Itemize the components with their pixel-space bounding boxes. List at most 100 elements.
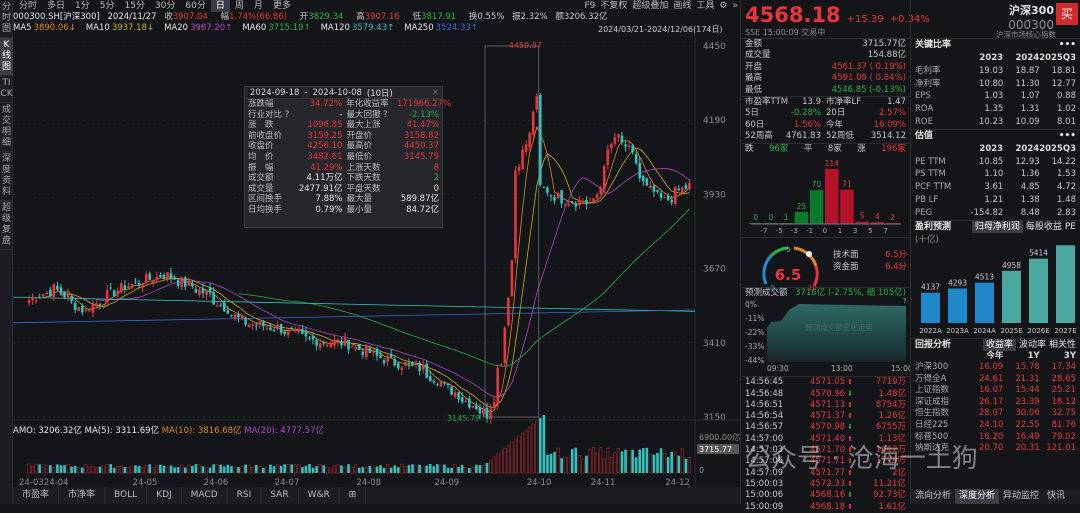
returns-tab-2[interactable]: 相关性 (1048, 339, 1076, 350)
candle (265, 327, 269, 329)
toolbar-item-3[interactable]: 画线 (673, 1, 692, 11)
candle (173, 277, 176, 280)
distribution-count: 0 (769, 213, 774, 222)
returns-row: 上证指数 16.07 15.44 25.21 (911, 385, 1080, 397)
bottom-tab-3[interactable]: 快讯 (1047, 491, 1066, 501)
ma-ma20: MA20 3987.20↑ (164, 23, 237, 33)
volume-bar (684, 458, 688, 473)
volume-bar (56, 464, 59, 473)
tick-row: 14:56:51 4571.13 ⬆ 8754万 (741, 400, 910, 411)
key_ratios-row: 净利率 10.80 11.30 12.77 (911, 78, 1080, 91)
candle (318, 342, 322, 348)
left-tab-0[interactable]: 分时图 (0, 0, 13, 38)
volume-bar (169, 465, 173, 473)
toolbar-item-0[interactable]: F9 (584, 1, 596, 11)
volume-bar (354, 464, 358, 474)
buy-button[interactable]: 买 (1056, 3, 1078, 25)
open-value: 3829.34 (308, 12, 344, 22)
volume-bar (126, 467, 131, 474)
returns-tab-1[interactable]: 波动率 (1018, 339, 1046, 350)
indicator-tab-7[interactable]: W&R (299, 487, 340, 504)
indicator-tab-2[interactable]: BOLL (105, 487, 148, 504)
tab-2[interactable]: 1分 (75, 1, 90, 11)
candle (524, 144, 528, 152)
volume-bar (59, 465, 63, 473)
left-tab-3[interactable]: 成交明细 (0, 103, 13, 152)
tab-4[interactable]: 15分 (124, 1, 145, 11)
indicator-tab-3[interactable]: KDJ (147, 487, 182, 504)
volume-bar (450, 467, 453, 473)
candle (578, 200, 581, 206)
indicator-tab-8[interactable]: ⊞ (340, 487, 367, 504)
candle (436, 384, 439, 386)
volume-bar (567, 457, 571, 474)
tab-9[interactable]: 月 (253, 1, 263, 11)
price-tick: 4450 (703, 42, 726, 52)
toolbar-item-2[interactable]: 超级叠加 (632, 1, 669, 11)
low-label: 低 (412, 12, 422, 22)
indicator-tab-1[interactable]: 市净率 (59, 487, 106, 504)
pair-value: 16.09% (873, 119, 906, 130)
ma-ma10: MA10 3937.18↓ (86, 23, 159, 33)
indicator-tab-5[interactable]: RSI (228, 487, 262, 504)
to-date-input[interactable]: 2024-10-08 (310, 87, 364, 98)
volume-bar (364, 467, 368, 474)
tab-3[interactable]: 5分 (99, 1, 115, 11)
candle (151, 281, 155, 283)
forecast-tab-1[interactable]: 每股收益 (1025, 221, 1062, 232)
amo-value: AMO: 3206.32亿 (13, 426, 82, 436)
forecast-tab-0[interactable]: 归母净利润 (971, 220, 1023, 233)
close-icon[interactable]: ✕ (431, 87, 439, 98)
left-tab-1[interactable]: K线图 (0, 38, 13, 76)
candle (254, 324, 258, 326)
tab-10[interactable]: 更多 (272, 1, 291, 11)
ma-line (238, 208, 690, 367)
bottom-tab-2[interactable]: 异动监控 (1003, 491, 1040, 501)
bottom-tab-1[interactable]: 深度分析 (955, 489, 1000, 504)
indicator-tab-6[interactable]: SAR (261, 487, 299, 504)
toolbar-item-6[interactable]: » (732, 1, 738, 11)
toolbar-item-1[interactable]: 不复权 (600, 1, 628, 11)
from-date-input[interactable]: 2024-09-18 (248, 87, 302, 98)
stat-value: - (339, 109, 343, 120)
cell: 1.38 (1020, 194, 1040, 205)
flat-count: 8家 (827, 143, 842, 154)
tab-8[interactable]: 周 (234, 1, 244, 11)
quote-label: 最低 (745, 84, 763, 95)
left-tab-5[interactable]: 超级复盘 (0, 201, 13, 250)
candle (617, 134, 620, 137)
tab-0[interactable]: 分时 (19, 1, 38, 11)
tab-7[interactable]: 日 (210, 0, 230, 12)
volume-bar (638, 449, 642, 473)
left-tab-4[interactable]: 深度资料 (0, 152, 13, 201)
toolbar-item-4[interactable]: 工具 (696, 1, 715, 11)
candle (485, 407, 489, 419)
cell: 19.03 (978, 65, 1004, 76)
candle (350, 346, 354, 348)
forecast-value: 3716亿 (-2.75%, 缩 105亿) (795, 287, 906, 298)
indicator-tab-0[interactable]: 市盈率 (13, 487, 60, 504)
volume-bar (162, 465, 166, 473)
toolbar-item-5[interactable]: ⚙ (719, 1, 728, 11)
volume-bar (347, 464, 350, 473)
stat-label: 最大上涨 (346, 120, 381, 131)
candle (652, 185, 656, 192)
tick-price: 4571.71 (809, 456, 846, 467)
bottom-tab-0[interactable]: 流向分析 (915, 491, 952, 501)
pair-value: 1.47 (887, 96, 906, 107)
volume-bar (418, 464, 421, 473)
more-button[interactable]: ••• (1058, 40, 1076, 50)
candle (308, 337, 311, 339)
cell: 1.10 (984, 169, 1004, 180)
volume-bar (510, 441, 514, 474)
date-range-selector[interactable]: 2024/03/21-2024/12/06(174日) (598, 25, 723, 34)
returns-tab-0[interactable]: 收益率 (982, 338, 1016, 351)
forecast-tab-2[interactable]: PE (1064, 221, 1076, 232)
more-button[interactable]: ••• (1058, 130, 1076, 141)
tab-5[interactable]: 30分 (154, 1, 176, 11)
candle (134, 281, 137, 283)
tab-1[interactable]: 多日 (47, 1, 66, 11)
left-tab-2[interactable]: TICK (0, 76, 13, 103)
indicator-tab-4[interactable]: MACD (182, 487, 228, 504)
tab-6[interactable]: 60分 (185, 1, 206, 11)
